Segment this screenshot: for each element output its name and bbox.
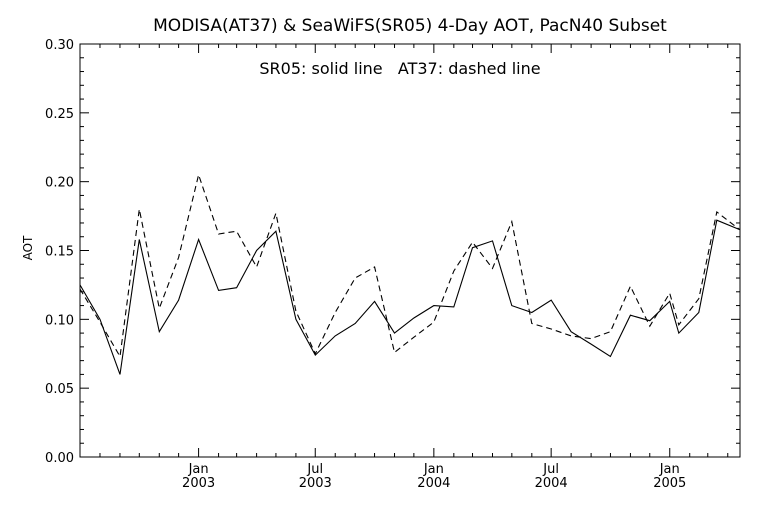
x-tick-label-month: Jul <box>542 462 559 477</box>
y-tick-label: 0.00 <box>45 451 74 466</box>
x-tick-label-year: 2004 <box>535 476 568 491</box>
x-tick-label-year: 2003 <box>299 476 332 491</box>
series-line-sr05 <box>79 219 741 375</box>
plot-area: 0.000.050.100.150.200.250.30Jan2003Jul20… <box>45 38 741 491</box>
x-tick-label-month: Jan <box>659 462 680 477</box>
x-tick-label-year: 2004 <box>417 476 450 491</box>
y-tick-label: 0.15 <box>45 245 74 260</box>
chart-title: MODISA(AT37) & SeaWiFS(SR05) 4-Day AOT, … <box>153 16 667 36</box>
x-tick-label-month: Jan <box>188 462 209 477</box>
x-tick-label-month: Jan <box>423 462 444 477</box>
x-tick-label-month: Jul <box>306 462 323 477</box>
y-tick-label: 0.20 <box>45 176 74 191</box>
y-tick-label: 0.30 <box>45 38 74 53</box>
plot-frame <box>79 43 741 458</box>
y-tick-label: 0.05 <box>45 382 74 397</box>
line-style-annotation: SR05: solid line AT37: dashed line <box>259 59 540 78</box>
y-tick-label: 0.10 <box>45 313 74 328</box>
x-tick-label-year: 2005 <box>653 476 686 491</box>
y-axis-label: AOT <box>21 235 35 260</box>
x-tick-label-year: 2003 <box>182 476 215 491</box>
y-tick-label: 0.25 <box>45 107 74 122</box>
series-line-at37 <box>79 172 741 359</box>
